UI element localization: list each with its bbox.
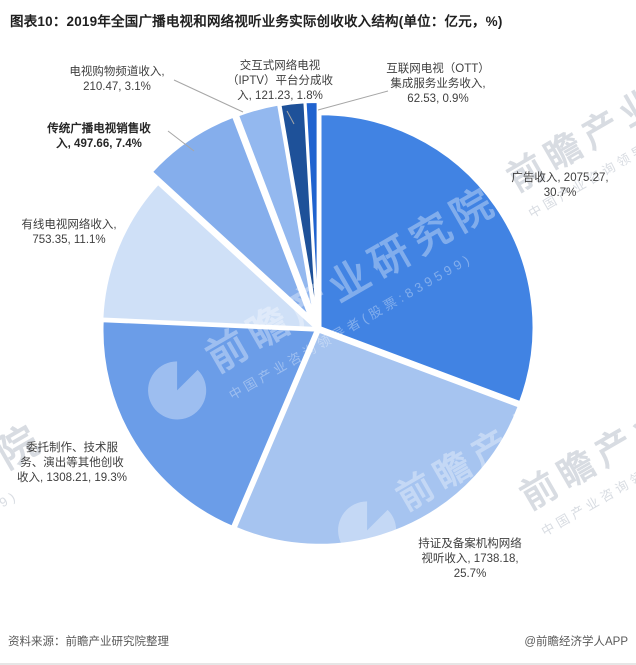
chart-title: 图表10：2019年全国广播电视和网络视听业务实际创收收入结构(单位：亿元，%) [10,14,503,29]
slice-label-line: 委托制作、技术服 [26,442,118,454]
pie-slice-7 [279,101,318,317]
label-leader-line-1 [173,79,244,113]
slice-label-line: 互联网电视（OTT） [386,63,490,75]
slice-label-6: 电视购物频道收入, 210.47, 3.1% [58,65,176,95]
pie-slice-1 [319,113,535,403]
label-leader-line-4 [167,130,195,152]
slice-label-line: 753.35, 11.1% [32,234,106,247]
slice-label-3: 委托制作、技术服 务、演出等其他创收 收入, 1308.21, 19.3% [6,441,138,487]
slice-label-line: 传统广播电视销售收 [47,123,151,135]
label-leader-line-2 [286,110,295,125]
slice-label-line: 入, 497.66, 7.4% [56,138,142,151]
slice-label-7: 交互式网络电视 （IPTV）平台分成收 入, 121.23, 1.8% [217,59,343,105]
slice-label-line: 广告收入, 2075.27, [511,172,609,184]
slice-label-line: 集成服务业务收入, [390,78,486,91]
pie-slice-8 [304,100,319,316]
pie-slice-5 [150,115,310,317]
slice-label-4: 有线电视网络收入, 753.35, 11.1% [12,218,126,248]
slice-label-line: 务、演出等其他创收 [20,457,124,470]
label-leader-line-3 [317,90,389,111]
slice-label-8: 互联网电视（OTT） 集成服务业务收入, 62.53, 0.9% [382,62,494,108]
pie-slice-3 [101,320,317,528]
slice-label-line: 电视购物频道收入, [69,66,165,78]
slice-label-line: 收入, 1308.21, 19.3% [17,472,127,485]
slice-label-line: 持证及备案机构网络 [418,538,522,550]
slice-label-5: 传统广播电视销售收 入, 497.66, 7.4% [28,122,170,152]
slice-label-line: （IPTV）平台分成收 [226,75,334,88]
source-note: 资料来源：前瞻产业研究院整理 [8,636,169,648]
slice-label-line: 有线电视网络收入, [21,219,117,231]
pie-slice-6 [237,103,315,316]
slice-label-line: 62.53, 0.9% [407,93,469,106]
pie-slice-4 [101,183,317,329]
slice-label-2: 持证及备案机构网络 视听收入, 1738.18, 25.7% [403,537,537,583]
slice-label-line: 交互式网络电视 [239,60,321,72]
slice-label-line: 视听收入, 1738.18, [421,553,519,566]
credit-note: @前瞻经济学人APP [524,636,628,648]
slice-label-line: 25.7% [453,568,487,581]
slice-label-line: 入, 121.23, 1.8% [237,90,323,103]
slice-label-1: 广告收入, 2075.27, 30.7% [498,171,622,201]
slice-label-line: 30.7% [543,187,577,200]
slice-label-line: 210.47, 3.1% [83,81,151,94]
pie-slice-2 [234,330,520,546]
